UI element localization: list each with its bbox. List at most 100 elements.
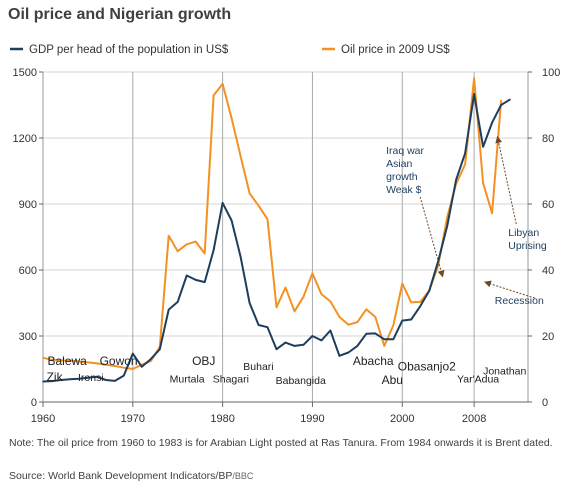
leader-name-murtala: Murtala [170,374,205,386]
source-text: Source: World Bank Development Indicator… [9,470,233,482]
point-oil-1989 [302,295,305,298]
leader-name-shagari: Shagari [213,374,249,386]
point-gdp-1964 [78,377,80,380]
x-tick-label-1990: 1990 [300,413,324,425]
legend-label-oil: Oil price in 2009 US$ [341,44,450,56]
point-gdp-2007 [464,152,466,155]
legend-label-gdp: GDP per head of the population in US$ [29,44,229,56]
point-gdp-1997 [374,332,377,335]
left-tick-label-1500: 1500 [13,67,37,79]
point-gdp-1996 [365,333,368,335]
annotation-1-line-1: Uprising [508,240,547,252]
point-oil-1962 [60,359,62,362]
annotation-0-line-3: Weak $ [386,184,422,196]
leader-name-buhari: Buhari [243,361,273,373]
leader-name-jonathan: Jonathan [483,366,526,378]
x-tick-label-1970: 1970 [121,413,145,425]
leader-name-obj: OBJ [192,354,215,368]
point-oil-2010 [491,212,493,214]
point-oil-1960 [42,357,44,359]
point-oil-1978 [203,252,206,255]
right-tick-label-40: 40 [542,265,554,277]
point-gdp-1970 [132,352,134,355]
point-oil-1991 [320,293,323,295]
point-oil-1980 [221,83,224,85]
point-gdp-1994 [347,351,350,354]
point-oil-1970 [132,368,134,370]
point-oil-1985 [266,218,269,220]
leader-name-abu: Abu [382,373,403,387]
annotation-arrow-1 [495,135,517,225]
point-gdp-2002 [419,305,422,308]
point-gdp-1988 [293,345,296,347]
point-gdp-1998 [383,338,386,341]
point-oil-1998 [383,345,386,347]
point-gdp-1978 [203,281,206,283]
chart-svg: 0 300 600 900 1200 1500 0 20 40 60 80 100 1960 1970 19… [10,44,560,425]
point-oil-1995 [356,321,359,323]
annotation-0-line-1: Asian [386,158,412,170]
point-gdp-2012 [509,98,511,101]
point-gdp-1965 [87,377,89,379]
x-tick-label-1980: 1980 [210,413,234,425]
left-tick-label-900: 900 [19,199,37,211]
point-oil-1993 [338,316,341,318]
point-gdp-1981 [230,219,233,222]
point-gdp-2010 [491,121,493,124]
point-oil-1974 [167,234,170,237]
source-suffix: /BBC [232,471,254,481]
point-gdp-1990 [311,335,314,337]
point-oil-2007 [464,163,466,166]
point-gdp-2008 [473,93,475,95]
annotation-2-line-0: Recession [495,295,544,307]
x-tick-label-2000: 2000 [390,413,414,425]
series-line-gdp [42,93,511,383]
point-oil-1965 [87,361,89,364]
right-tick-label-0: 0 [542,397,548,409]
chart-source: Source: World Bank Development Indicator… [9,470,253,482]
point-gdp-1987 [284,341,287,344]
point-oil-1979 [212,94,215,97]
point-gdp-1983 [248,302,251,304]
right-tick-label-100: 100 [542,67,560,79]
point-gdp-1968 [114,380,116,382]
point-gdp-1993 [338,355,341,357]
leader-name-ironsi: Ironsi [78,372,104,384]
point-oil-1982 [239,155,242,157]
annotation-2: Recession [483,280,544,307]
point-gdp-1999 [392,338,395,341]
annotation-arrow-2 [483,280,535,299]
point-gdp-1967 [105,379,107,381]
leader-name-balewa: Balewa [47,354,87,368]
right-tick-label-80: 80 [542,133,554,145]
annotation-arrow-0 [419,196,445,278]
point-gdp-1979 [212,249,215,251]
point-oil-1977 [194,240,197,243]
point-oil-1999 [392,324,395,327]
left-tick-label-300: 300 [19,331,37,343]
point-oil-2011 [500,99,502,102]
left-tick-label-0: 0 [31,397,37,409]
point-oil-1975 [176,250,179,252]
point-gdp-1961 [51,380,53,382]
point-gdp-2000 [401,319,404,322]
point-oil-2009 [482,182,484,184]
x-tick-label-1960: 1960 [31,413,55,425]
left-tick-label-1200: 1200 [13,133,37,145]
point-oil-1992 [329,300,332,303]
point-gdp-1972 [150,358,152,360]
point-gdp-1977 [194,279,197,281]
point-gdp-2001 [410,318,413,321]
point-oil-1994 [347,324,350,326]
point-oil-2008 [473,77,475,80]
x-tick-label-2008: 2008 [462,413,486,425]
point-gdp-2005 [446,225,449,227]
point-oil-1967 [105,363,107,366]
point-gdp-1995 [356,345,359,347]
point-oil-1987 [284,286,287,289]
point-gdp-1962 [60,379,62,381]
point-gdp-1989 [302,344,305,346]
point-gdp-1969 [123,374,125,377]
